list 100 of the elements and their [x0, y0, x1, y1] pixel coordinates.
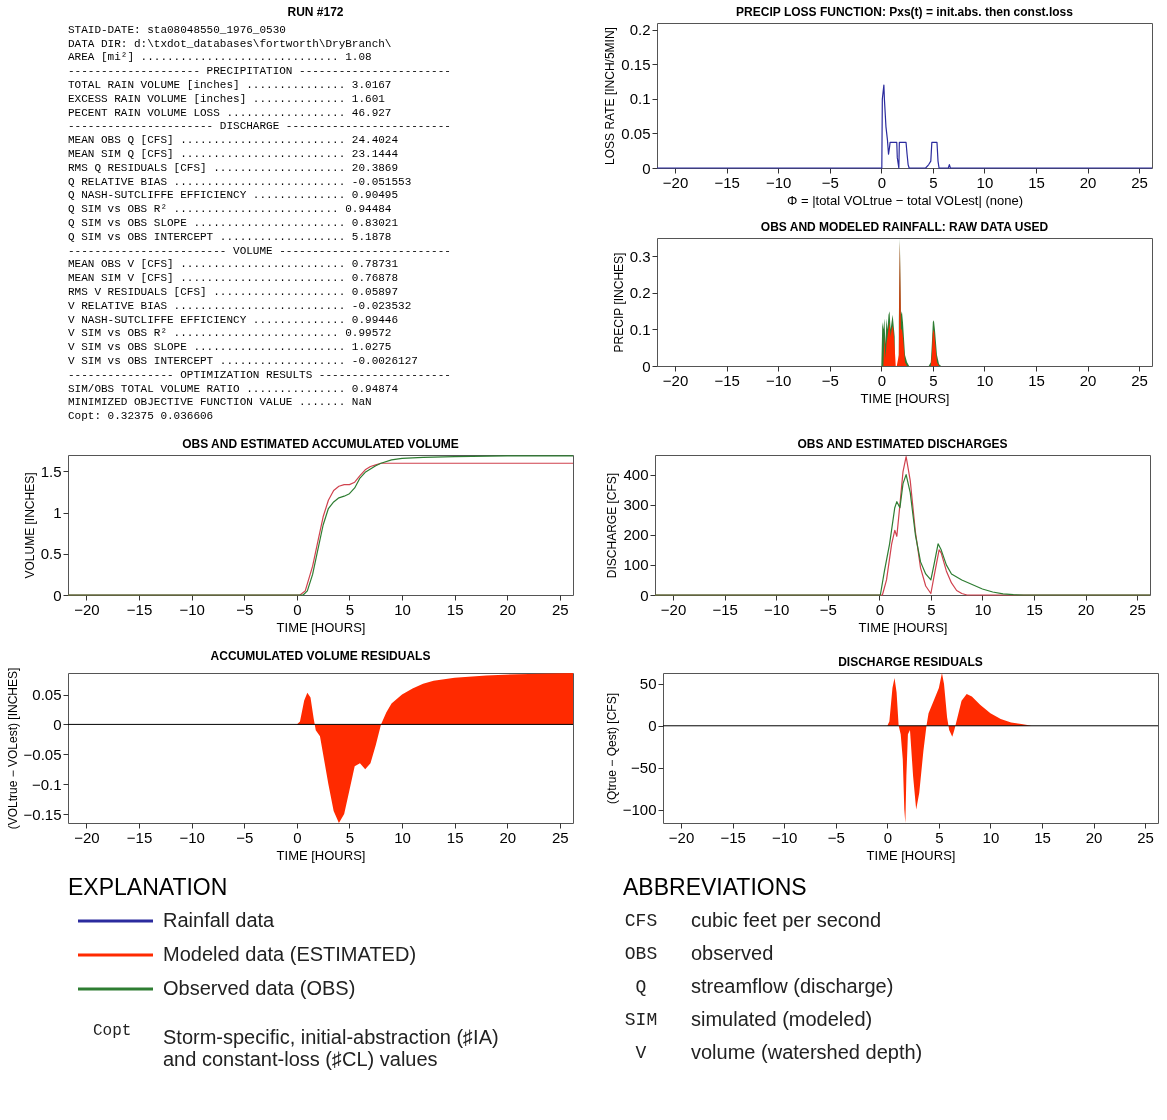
text: simulated (modeled)	[691, 1007, 873, 1030]
x-tick-label: −10	[763, 600, 790, 618]
text: volume (watershed depth)	[691, 1040, 923, 1063]
chart-title: OBS AND ESTIMATED ACCUMULATED VOLUME	[182, 437, 459, 451]
y-tick-label: 0.2	[629, 284, 651, 302]
text: ---------------------- DISCHARGE -------------------------	[68, 120, 451, 133]
x-tick-label: 20	[1079, 173, 1097, 191]
y-tick-label: 300	[623, 496, 649, 514]
x-tick-label: 15	[1028, 173, 1045, 191]
text: AREA [mi²] .............................. 1.08	[68, 51, 372, 64]
x-tick-label: 15	[1028, 371, 1045, 389]
x-tick-label: −5	[827, 828, 845, 846]
x-tick-label: 5	[345, 828, 355, 846]
text: RMS Q RESIDUALS [CFS] .................... 20.3869	[68, 161, 399, 174]
x-tick-label: −10	[771, 828, 798, 846]
text: cubic feet per second	[691, 908, 882, 931]
text: Q NASH-SUTCLIFFE EFFICIENCY .............. 0.90495	[68, 189, 399, 202]
text: PECENT RAIN VOLUME LOSS .................. 46.927	[68, 106, 392, 119]
x-tick-label: 5	[927, 600, 936, 618]
chart-title: ACCUMULATED VOLUME RESIDUALS	[210, 649, 431, 664]
text: Storm-specific, initial-abstraction (♯IA) and constant-loss (♯CL) values	[163, 1026, 499, 1071]
x-tick-label: 0	[877, 173, 886, 191]
x-tick-label: −10	[765, 371, 792, 389]
y-tick-label: 0	[648, 717, 657, 735]
x-tick-label: 25	[1129, 600, 1146, 618]
x-tick-label: −15	[126, 600, 153, 618]
x-tick-label: −20	[668, 828, 695, 846]
text: DATA DIR: d:\txdot_databases\fortworth\DryBranch\	[68, 37, 392, 50]
y-tick-label: 50	[639, 675, 657, 693]
y-tick-label: −0.05	[23, 745, 62, 763]
x-tick-label: −20	[660, 600, 687, 618]
x-tick-label: 20	[499, 600, 517, 618]
x-tick-label: 15	[446, 600, 464, 618]
category-label: SIM	[624, 1009, 658, 1030]
text: Copt: 0.32375 0.036606	[68, 410, 214, 423]
text: observed	[691, 941, 774, 964]
x-tick-label: 0	[293, 600, 302, 618]
x-tick-label: 0	[883, 828, 892, 846]
x-tick-label: 10	[976, 173, 994, 191]
chart-title: OBS AND ESTIMATED DISCHARGES	[797, 437, 1008, 451]
x-tick-label: 20	[1079, 371, 1097, 389]
x-tick-label: −10	[179, 600, 205, 618]
text: streamflow (discharge)	[691, 974, 894, 997]
x-tick-label: 0	[875, 600, 884, 618]
text: MINIMIZED OBJECTIVE FUNCTION VALUE ....... NaN	[68, 396, 372, 409]
x-tick-label: 10	[974, 600, 992, 618]
x-tick-label: 10	[982, 828, 1000, 846]
y-tick-label: −0.1	[31, 775, 62, 793]
line-series	[656, 84, 1153, 169]
x-tick-label: 0	[293, 828, 302, 846]
text: RUN #172	[287, 5, 344, 19]
y-axis-title: (Qtrue − Qest) [CFS]	[604, 692, 619, 805]
x-tick-label: 0	[877, 371, 886, 389]
text: Q SIM vs OBS INTERCEPT ................... 5.1878	[68, 230, 392, 243]
y-tick-label: −50	[631, 759, 657, 777]
y-tick-label: −0.15	[23, 805, 62, 823]
text: RMS V RESIDUALS [CFS] .................... 0.05897	[68, 285, 399, 298]
text: SIM/OBS TOTAL VOLUME RATIO ............... 0.94874	[68, 382, 399, 395]
x-axis-title: Φ = |total VOLtrue − total VOLest| (none)	[786, 192, 1024, 208]
x-tick-label: −5	[236, 600, 254, 618]
x-tick-label: −5	[236, 828, 254, 846]
x-tick-label: 25	[552, 828, 569, 846]
y-axis-title: DISCHARGE [CFS]	[605, 472, 620, 579]
x-axis-title: TIME [HOURS]	[866, 847, 956, 863]
y-tick-label: 0	[642, 159, 651, 177]
text: V SIM vs OBS R² ......................... 0.99572	[68, 327, 392, 340]
text: MEAN OBS Q [CFS] ......................... 24.4024	[68, 134, 399, 147]
x-tick-label: 25	[1131, 173, 1148, 191]
text: STAID-DATE: sta08048550_1976_0530	[68, 23, 286, 36]
text: ABBREVIATIONS	[623, 874, 807, 900]
text: MEAN OBS V [CFS] ......................... 0.78731	[68, 258, 399, 271]
x-axis-title: TIME [HOURS]	[276, 847, 366, 863]
x-tick-label: −20	[662, 173, 689, 191]
y-tick-label: 0	[640, 586, 649, 604]
text: TOTAL RAIN VOLUME [inches] ............... 3.0167	[68, 79, 392, 92]
x-tick-label: −5	[821, 173, 839, 191]
text: Q SIM vs OBS SLOPE ....................... 0.83021	[68, 217, 399, 229]
y-tick-label: 0	[53, 715, 62, 733]
y-tick-label: 400	[623, 466, 649, 484]
x-tick-label: 20	[499, 828, 517, 846]
x-tick-label: 10	[976, 371, 994, 389]
x-tick-label: 15	[1034, 828, 1051, 846]
chart-title: OBS AND MODELED RAINFALL: RAW DATA USED	[760, 220, 1049, 234]
x-tick-label: −10	[179, 828, 205, 846]
x-tick-label: −5	[819, 600, 837, 618]
x-tick-label: −15	[720, 828, 746, 846]
y-tick-label: 200	[623, 526, 649, 544]
x-axis-title: TIME [HOURS]	[860, 390, 950, 406]
category-label: Observed data (OBS)	[163, 977, 356, 999]
text: Q SIM vs OBS R² ......................... 0.94484	[68, 203, 392, 216]
y-tick-label: 0.05	[32, 686, 62, 704]
y-tick-label: 0.15	[621, 55, 651, 73]
x-tick-label: 5	[929, 173, 938, 191]
text: EXPLANATION	[68, 874, 228, 900]
y-axis-title: VOLUME [INCHES]	[22, 472, 37, 579]
x-tick-label: 15	[446, 828, 464, 846]
y-tick-label: 1	[53, 504, 62, 522]
chart-title: PRECIP LOSS FUNCTION: Pxs(t) = init.abs. then const.loss	[736, 4, 1074, 19]
x-tick-label: 10	[394, 828, 411, 846]
x-axis-title: TIME [HOURS]	[276, 619, 366, 635]
